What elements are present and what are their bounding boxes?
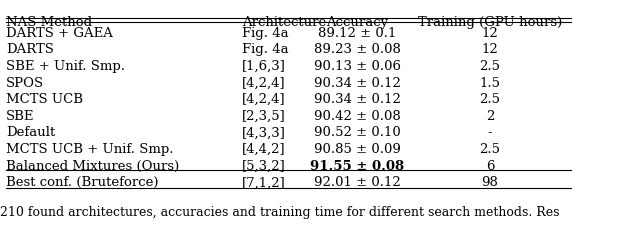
Text: 12: 12 [482,27,499,39]
Text: NAS Method: NAS Method [6,16,92,29]
Text: 6: 6 [486,159,494,172]
Text: Best conf. (Bruteforce): Best conf. (Bruteforce) [6,176,158,189]
Text: Architecture: Architecture [242,16,326,29]
Text: 210 found architectures, accuracies and training time for different search metho: 210 found architectures, accuracies and … [0,205,559,218]
Text: 2.5: 2.5 [479,60,500,73]
Text: 89.12 ± 0.1: 89.12 ± 0.1 [318,27,397,39]
Text: Fig. 4a: Fig. 4a [242,27,289,39]
Text: 2: 2 [486,109,494,122]
Text: 90.85 ± 0.09: 90.85 ± 0.09 [314,143,401,155]
Text: 1.5: 1.5 [479,76,500,89]
Text: 2.5: 2.5 [479,93,500,106]
Text: [7,1,2]: [7,1,2] [242,176,286,189]
Text: 90.42 ± 0.08: 90.42 ± 0.08 [314,109,401,122]
Text: 90.34 ± 0.12: 90.34 ± 0.12 [314,76,401,89]
Text: 98: 98 [481,176,499,189]
Text: DARTS: DARTS [6,43,54,56]
Text: -: - [488,126,492,139]
Text: SPOS: SPOS [6,76,44,89]
Text: [1,6,3]: [1,6,3] [242,60,286,73]
Text: Default: Default [6,126,55,139]
Text: Balanced Mixtures (Ours): Balanced Mixtures (Ours) [6,159,179,172]
Text: [5,3,2]: [5,3,2] [242,159,286,172]
Text: MCTS UCB: MCTS UCB [6,93,83,106]
Text: [4,4,2]: [4,4,2] [242,143,285,155]
Text: 92.01 ± 0.12: 92.01 ± 0.12 [314,176,401,189]
Text: [4,2,4]: [4,2,4] [242,76,285,89]
Text: MCTS UCB + Unif. Smp.: MCTS UCB + Unif. Smp. [6,143,173,155]
Text: DARTS + GAEA: DARTS + GAEA [6,27,113,39]
Text: Training (GPU hours): Training (GPU hours) [418,16,562,29]
Text: SBE + Unif. Smp.: SBE + Unif. Smp. [6,60,125,73]
Text: [4,3,3]: [4,3,3] [242,126,286,139]
Text: [2,3,5]: [2,3,5] [242,109,286,122]
Text: 90.34 ± 0.12: 90.34 ± 0.12 [314,93,401,106]
Text: 90.52 ± 0.10: 90.52 ± 0.10 [314,126,401,139]
Text: [4,2,4]: [4,2,4] [242,93,285,106]
Text: Accuracy: Accuracy [326,16,388,29]
Text: 12: 12 [482,43,499,56]
Text: Fig. 4a: Fig. 4a [242,43,289,56]
Text: 91.55 ± 0.08: 91.55 ± 0.08 [310,159,404,172]
Text: 89.23 ± 0.08: 89.23 ± 0.08 [314,43,401,56]
Text: 90.13 ± 0.06: 90.13 ± 0.06 [314,60,401,73]
Text: SBE: SBE [6,109,35,122]
Text: 2.5: 2.5 [479,143,500,155]
